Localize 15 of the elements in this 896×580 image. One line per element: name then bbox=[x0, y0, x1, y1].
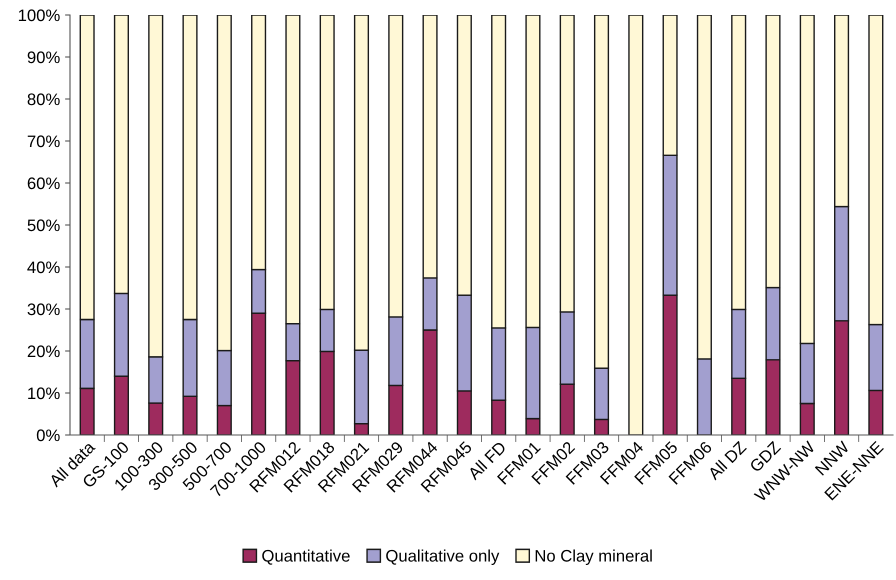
bar bbox=[628, 15, 644, 435]
y-tick-label: 70% bbox=[28, 135, 60, 148]
legend-label: Quantitative bbox=[262, 549, 350, 565]
y-tick-label: 40% bbox=[27, 261, 60, 274]
y-tick-label: 50% bbox=[28, 219, 60, 232]
y-tick-label: 60% bbox=[28, 177, 60, 190]
y-tick-label: 10% bbox=[28, 387, 60, 400]
y-tick-label: 80% bbox=[28, 93, 60, 106]
legend-label: No Clay mineral bbox=[536, 549, 652, 565]
y-tick-label: 20% bbox=[28, 345, 60, 358]
legend-label: Qualitative only bbox=[386, 549, 500, 565]
y-tick-label: 0% bbox=[36, 429, 60, 442]
y-tick-label: 100% bbox=[18, 9, 60, 22]
y-tick-label: 30% bbox=[28, 303, 60, 316]
y-tick-label: 90% bbox=[28, 51, 60, 64]
